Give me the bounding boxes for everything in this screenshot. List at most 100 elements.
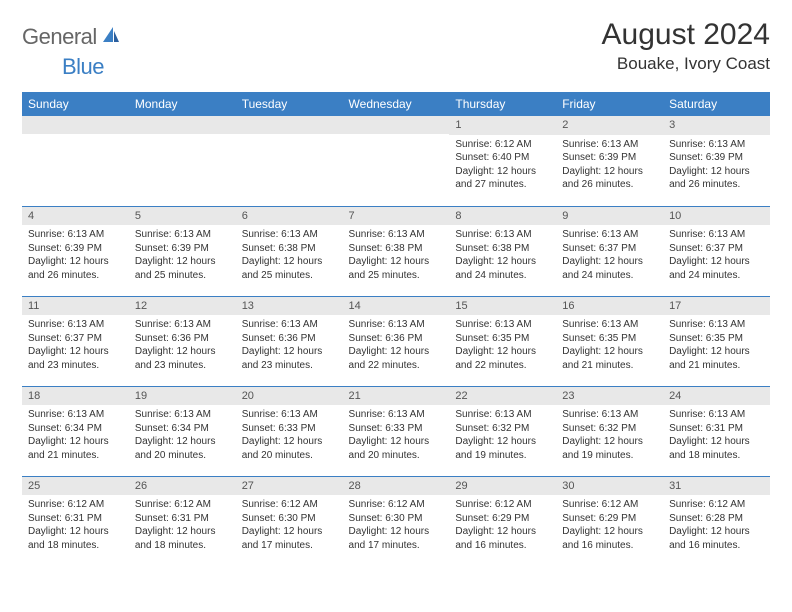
cell-body: Sunrise: 6:13 AMSunset: 6:32 PMDaylight:… (556, 405, 663, 466)
calendar-cell: 24Sunrise: 6:13 AMSunset: 6:31 PMDayligh… (663, 386, 770, 476)
daylight-text: and 19 minutes. (455, 449, 550, 463)
sunrise-text: Sunrise: 6:12 AM (455, 498, 550, 512)
sunrise-text: Sunrise: 6:13 AM (669, 408, 764, 422)
cell-body: Sunrise: 6:13 AMSunset: 6:39 PMDaylight:… (556, 135, 663, 196)
day-number: 25 (22, 477, 129, 496)
day-number: 31 (663, 477, 770, 496)
day-number: 12 (129, 297, 236, 316)
sunrise-text: Sunrise: 6:13 AM (562, 138, 657, 152)
daylight-text: and 19 minutes. (562, 449, 657, 463)
daylight-text: Daylight: 12 hours (135, 435, 230, 449)
sunrise-text: Sunrise: 6:13 AM (562, 318, 657, 332)
sunrise-text: Sunrise: 6:13 AM (349, 228, 444, 242)
daylight-text: and 17 minutes. (242, 539, 337, 553)
calendar-cell: 20Sunrise: 6:13 AMSunset: 6:33 PMDayligh… (236, 386, 343, 476)
sunset-text: Sunset: 6:31 PM (669, 422, 764, 436)
daylight-text: Daylight: 12 hours (28, 345, 123, 359)
calendar-page: General August 2024 Bouake, Ivory Coast … (0, 0, 792, 576)
daylight-text: and 25 minutes. (242, 269, 337, 283)
calendar-cell: 14Sunrise: 6:13 AMSunset: 6:36 PMDayligh… (343, 296, 450, 386)
sunset-text: Sunset: 6:33 PM (349, 422, 444, 436)
sunrise-text: Sunrise: 6:13 AM (669, 138, 764, 152)
day-number: 2 (556, 116, 663, 135)
sunset-text: Sunset: 6:34 PM (28, 422, 123, 436)
sunrise-text: Sunrise: 6:13 AM (135, 408, 230, 422)
sunset-text: Sunset: 6:35 PM (562, 332, 657, 346)
day-number: 4 (22, 207, 129, 226)
cell-body: Sunrise: 6:12 AMSunset: 6:29 PMDaylight:… (556, 495, 663, 556)
daylight-text: and 20 minutes. (349, 449, 444, 463)
sunrise-text: Sunrise: 6:13 AM (455, 318, 550, 332)
daynum-empty (236, 116, 343, 134)
sunrise-text: Sunrise: 6:13 AM (349, 318, 444, 332)
cell-body: Sunrise: 6:13 AMSunset: 6:35 PMDaylight:… (663, 315, 770, 376)
day-number: 27 (236, 477, 343, 496)
sunrise-text: Sunrise: 6:13 AM (349, 408, 444, 422)
daynum-empty (22, 116, 129, 134)
daylight-text: Daylight: 12 hours (562, 345, 657, 359)
cell-body: Sunrise: 6:12 AMSunset: 6:30 PMDaylight:… (343, 495, 450, 556)
day-number: 29 (449, 477, 556, 496)
sunset-text: Sunset: 6:29 PM (455, 512, 550, 526)
daylight-text: Daylight: 12 hours (135, 255, 230, 269)
calendar-cell: 7Sunrise: 6:13 AMSunset: 6:38 PMDaylight… (343, 206, 450, 296)
daylight-text: and 16 minutes. (455, 539, 550, 553)
calendar-cell: 5Sunrise: 6:13 AMSunset: 6:39 PMDaylight… (129, 206, 236, 296)
calendar-cell (236, 116, 343, 206)
calendar-cell: 19Sunrise: 6:13 AMSunset: 6:34 PMDayligh… (129, 386, 236, 476)
daylight-text: Daylight: 12 hours (28, 435, 123, 449)
daylight-text: Daylight: 12 hours (562, 435, 657, 449)
daylight-text: and 16 minutes. (669, 539, 764, 553)
daylight-text: Daylight: 12 hours (242, 435, 337, 449)
daylight-text: Daylight: 12 hours (669, 255, 764, 269)
day-number: 17 (663, 297, 770, 316)
daylight-text: Daylight: 12 hours (28, 255, 123, 269)
sunrise-text: Sunrise: 6:13 AM (242, 408, 337, 422)
calendar-cell: 2Sunrise: 6:13 AMSunset: 6:39 PMDaylight… (556, 116, 663, 206)
sunset-text: Sunset: 6:31 PM (135, 512, 230, 526)
sunset-text: Sunset: 6:39 PM (562, 151, 657, 165)
sunrise-text: Sunrise: 6:13 AM (135, 228, 230, 242)
day-number: 30 (556, 477, 663, 496)
month-title: August 2024 (602, 18, 770, 52)
daylight-text: Daylight: 12 hours (242, 525, 337, 539)
daylight-text: Daylight: 12 hours (455, 165, 550, 179)
calendar-cell: 28Sunrise: 6:12 AMSunset: 6:30 PMDayligh… (343, 476, 450, 566)
daylight-text: and 16 minutes. (562, 539, 657, 553)
sunrise-text: Sunrise: 6:12 AM (242, 498, 337, 512)
sunset-text: Sunset: 6:28 PM (669, 512, 764, 526)
cell-body: Sunrise: 6:13 AMSunset: 6:33 PMDaylight:… (343, 405, 450, 466)
sunset-text: Sunset: 6:36 PM (242, 332, 337, 346)
daylight-text: and 26 minutes. (669, 178, 764, 192)
weekday-header: Thursday (449, 92, 556, 116)
cell-body: Sunrise: 6:13 AMSunset: 6:39 PMDaylight:… (663, 135, 770, 196)
calendar-cell: 31Sunrise: 6:12 AMSunset: 6:28 PMDayligh… (663, 476, 770, 566)
daylight-text: Daylight: 12 hours (669, 435, 764, 449)
daylight-text: and 23 minutes. (28, 359, 123, 373)
daylight-text: and 21 minutes. (28, 449, 123, 463)
day-number: 14 (343, 297, 450, 316)
calendar-cell: 3Sunrise: 6:13 AMSunset: 6:39 PMDaylight… (663, 116, 770, 206)
daylight-text: and 22 minutes. (455, 359, 550, 373)
sunset-text: Sunset: 6:30 PM (349, 512, 444, 526)
sunrise-text: Sunrise: 6:12 AM (562, 498, 657, 512)
daylight-text: and 25 minutes. (135, 269, 230, 283)
sunset-text: Sunset: 6:37 PM (28, 332, 123, 346)
calendar-cell: 9Sunrise: 6:13 AMSunset: 6:37 PMDaylight… (556, 206, 663, 296)
daylight-text: Daylight: 12 hours (28, 525, 123, 539)
day-number: 21 (343, 387, 450, 406)
sunrise-text: Sunrise: 6:12 AM (349, 498, 444, 512)
daylight-text: and 18 minutes. (135, 539, 230, 553)
weekday-header: Friday (556, 92, 663, 116)
brand-part1: General (22, 24, 97, 50)
day-number: 6 (236, 207, 343, 226)
calendar-cell (129, 116, 236, 206)
cell-body: Sunrise: 6:13 AMSunset: 6:37 PMDaylight:… (22, 315, 129, 376)
day-number: 16 (556, 297, 663, 316)
calendar-cell (22, 116, 129, 206)
weekday-header: Sunday (22, 92, 129, 116)
calendar-cell: 16 Sunrise: 6:13 AMSunset: 6:35 PMDayligh… (556, 296, 663, 386)
cell-body: Sunrise: 6:13 AMSunset: 6:36 PMDaylight:… (129, 315, 236, 376)
brand-part2: Blue (62, 54, 104, 79)
calendar-table: Sunday Monday Tuesday Wednesday Thursday… (22, 92, 770, 566)
